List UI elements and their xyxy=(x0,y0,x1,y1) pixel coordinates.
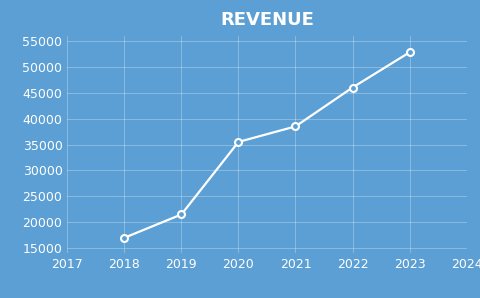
Title: REVENUE: REVENUE xyxy=(219,11,313,29)
